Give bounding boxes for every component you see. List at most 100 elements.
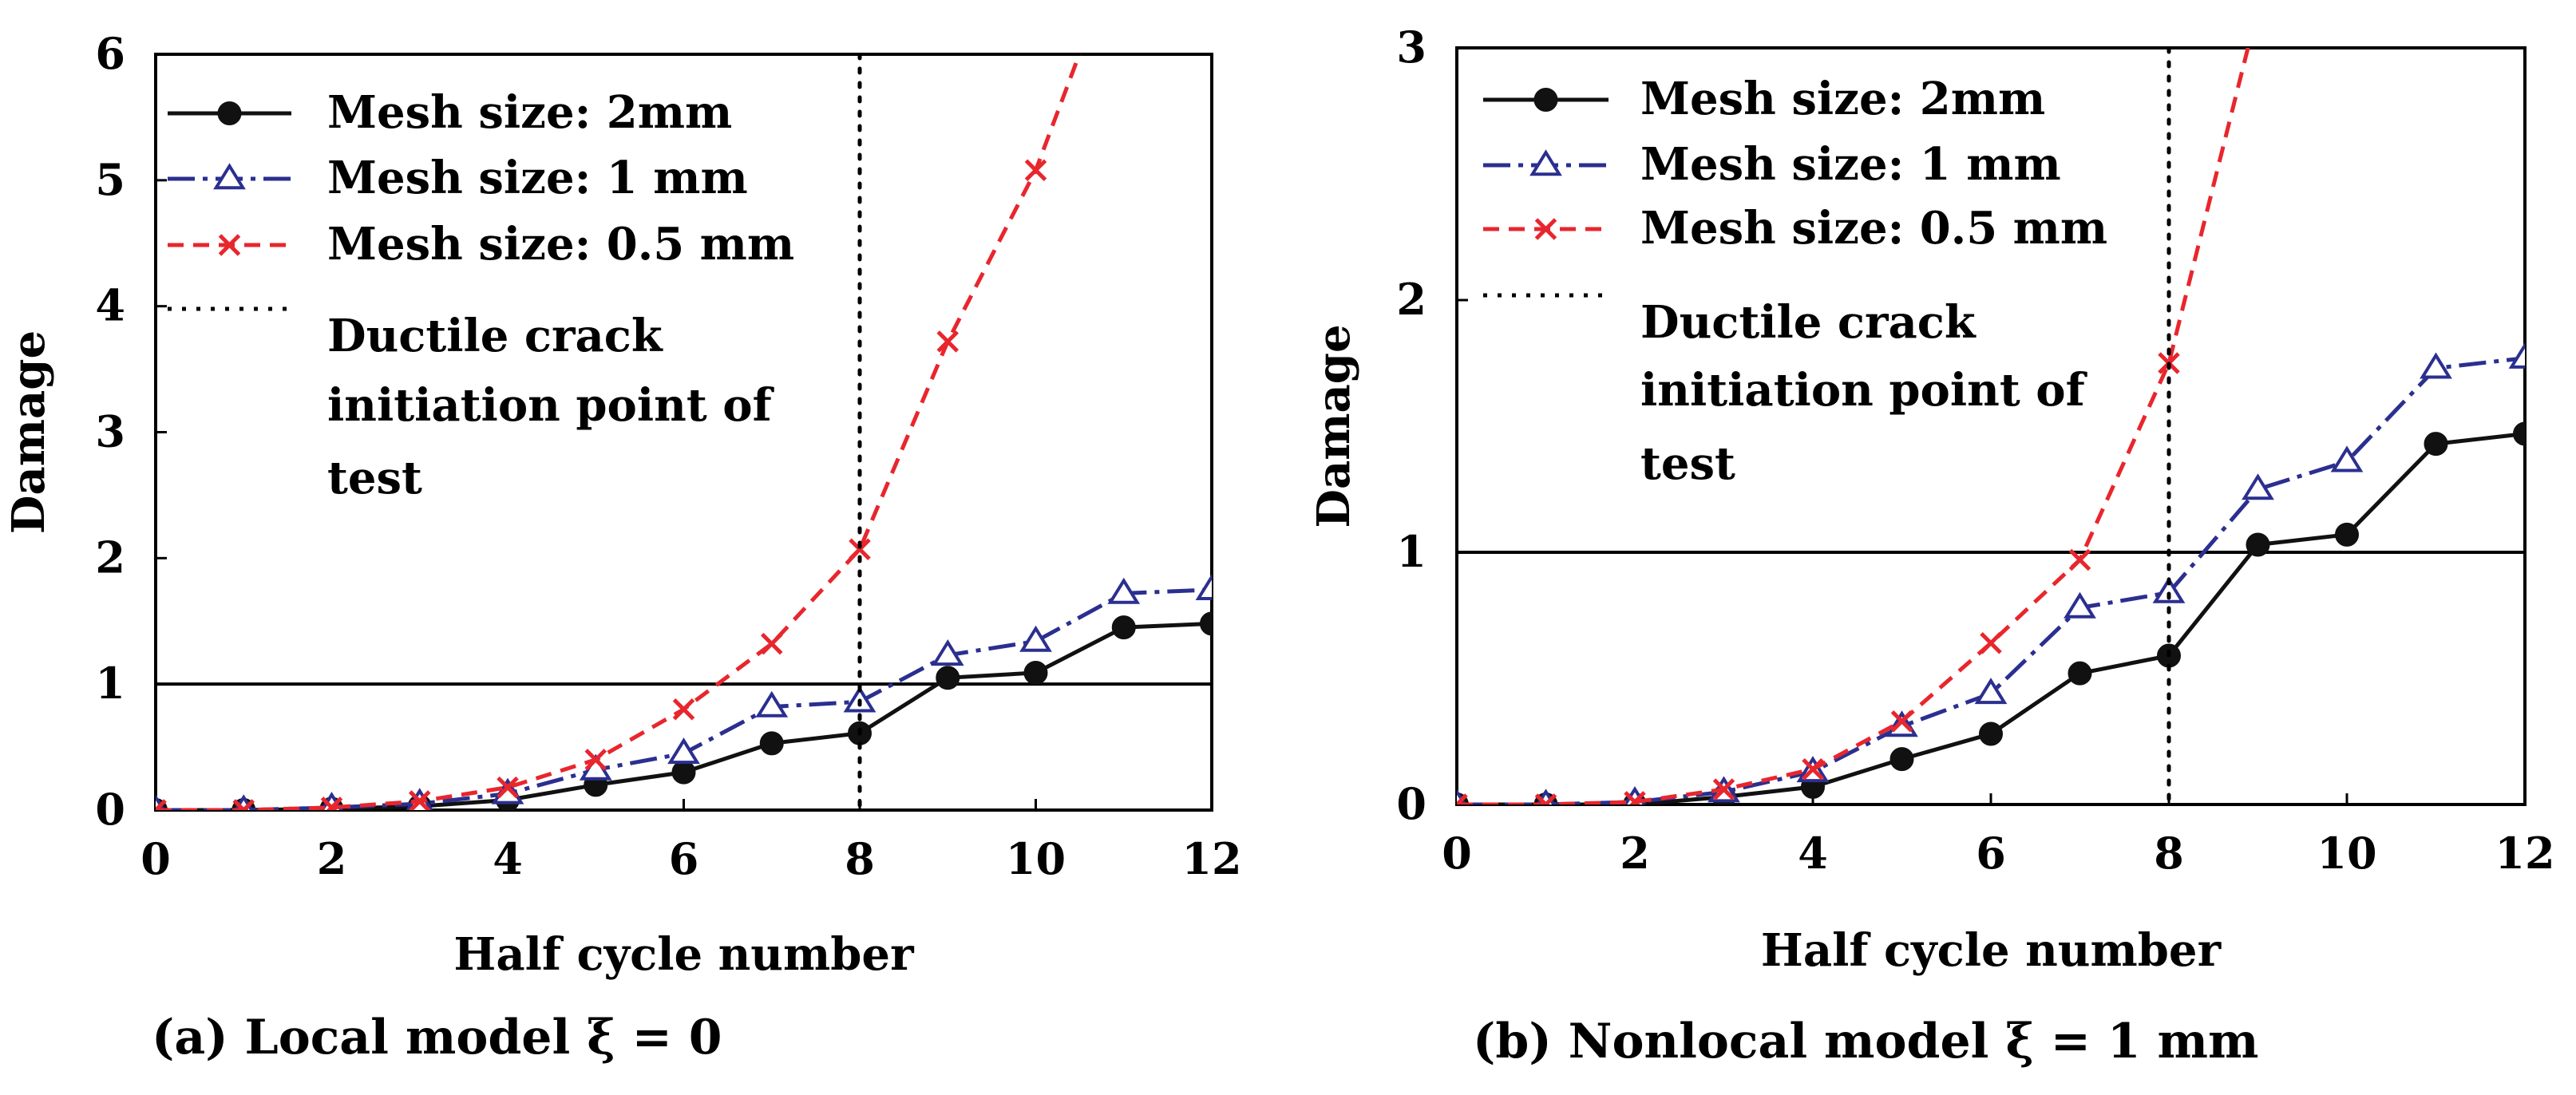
y-tick-label: 0 <box>95 784 125 835</box>
x-axis-label: Half cycle number <box>1761 924 2222 977</box>
data-point <box>1107 577 1141 604</box>
series-line-0 <box>1457 431 2525 804</box>
y-tick-label: 4 <box>95 280 125 331</box>
data-point <box>2420 352 2452 379</box>
data-point <box>2335 522 2359 547</box>
data-point <box>1979 721 2003 746</box>
plot-area <box>156 54 1212 810</box>
data-point <box>1980 631 2002 654</box>
data-point <box>584 749 607 771</box>
panel-caption: (a) Local model ξ = 0 <box>152 1010 722 1065</box>
y-axis-label: Damage <box>1308 324 1360 528</box>
y-tick-label: 1 <box>1396 526 1426 577</box>
data-point <box>2064 591 2096 619</box>
data-point <box>1200 611 1212 636</box>
data-point <box>408 790 431 810</box>
data-point <box>2152 576 2186 603</box>
legend-marker <box>213 163 246 190</box>
x-tick-label: 4 <box>1798 828 1828 879</box>
y-tick-label: 3 <box>1396 22 1426 73</box>
legend-label: test <box>1640 437 1735 490</box>
x-tick-label: 0 <box>1442 828 1472 879</box>
data-point <box>1195 573 1212 600</box>
x-tick-label: 0 <box>140 833 171 884</box>
panel-caption: (b) Nonlocal model ξ = 1 mm <box>1473 1014 2259 1069</box>
legend: Mesh size: 2mm Mesh size: 1 mm Mesh size: … <box>1483 73 2107 490</box>
legend-label: Mesh size: 0.5 mm <box>1640 202 2107 255</box>
x-tick-label: 10 <box>2317 828 2376 879</box>
data-point <box>936 666 960 690</box>
y-tick-label: 2 <box>1396 274 1426 325</box>
y-tick-label: 1 <box>95 658 125 709</box>
data-point <box>1534 793 1557 804</box>
data-point <box>2246 532 2270 557</box>
data-point <box>2068 661 2092 686</box>
legend-label: initiation point of <box>1640 364 2088 417</box>
data-point <box>320 797 343 810</box>
data-point <box>667 737 700 765</box>
data-point <box>936 330 960 353</box>
y-tick-label: 2 <box>95 532 125 583</box>
x-axis-label: Half cycle number <box>453 928 915 981</box>
legend-marker <box>1529 149 1562 176</box>
data-point <box>931 639 964 666</box>
plot-area <box>1457 48 2525 804</box>
data-point <box>1457 793 1468 804</box>
x-tick-label: 8 <box>2154 828 2184 879</box>
series-line-2 <box>156 54 1082 810</box>
x-tick-label: 10 <box>1006 833 1066 884</box>
data-point <box>759 731 784 756</box>
legend-label: test <box>327 452 422 504</box>
data-point <box>1023 660 1048 685</box>
data-point <box>497 776 519 799</box>
legend-label: Ductile crack <box>1640 296 1977 349</box>
y-tick-label: 3 <box>95 406 125 457</box>
x-tick-label: 4 <box>493 833 523 884</box>
legend-label: Mesh size: 0.5 mm <box>327 218 794 271</box>
x-tick-label: 12 <box>2495 828 2554 879</box>
data-point <box>1889 747 1914 772</box>
data-point <box>1974 678 2008 705</box>
data-point <box>156 799 167 810</box>
legend-marker <box>218 234 241 256</box>
legend-label: Mesh size: 2mm <box>1640 73 2045 125</box>
data-point <box>671 760 696 785</box>
data-point <box>1019 625 1052 652</box>
data-point <box>672 698 695 721</box>
data-point <box>2508 342 2525 369</box>
y-tick-label: 6 <box>95 28 125 79</box>
data-point <box>2513 421 2525 446</box>
legend-marker <box>1533 88 1558 112</box>
x-tick-label: 6 <box>1976 828 2006 879</box>
data-point <box>232 799 255 810</box>
legend-label: Ductile crack <box>327 310 663 362</box>
data-point <box>2424 432 2448 457</box>
x-tick-label: 12 <box>1181 833 1241 884</box>
legend-label: Mesh size: 1 mm <box>1640 138 2061 191</box>
data-point <box>760 632 783 655</box>
x-tick-label: 8 <box>845 833 875 884</box>
legend-label: Mesh size: 2mm <box>327 86 732 139</box>
data-point <box>2068 548 2091 571</box>
data-point <box>1890 710 1913 733</box>
legend: Mesh size: 2mm Mesh size: 1 mm Mesh size: … <box>168 86 794 504</box>
data-point <box>849 538 871 561</box>
x-tick-label: 2 <box>317 833 347 884</box>
data-point <box>1111 615 1136 640</box>
legend-marker <box>217 101 242 125</box>
data-point <box>1712 778 1735 800</box>
data-point <box>1024 159 1047 181</box>
series-line-2 <box>1457 48 2250 804</box>
data-point <box>1802 757 1824 781</box>
y-tick-label: 5 <box>95 154 125 205</box>
y-tick-label: 0 <box>1396 778 1426 829</box>
data-point <box>2242 473 2274 500</box>
legend-label: initiation point of <box>327 379 775 432</box>
data-point <box>2330 445 2364 472</box>
x-tick-label: 2 <box>1620 828 1650 879</box>
data-point <box>1624 791 1646 804</box>
